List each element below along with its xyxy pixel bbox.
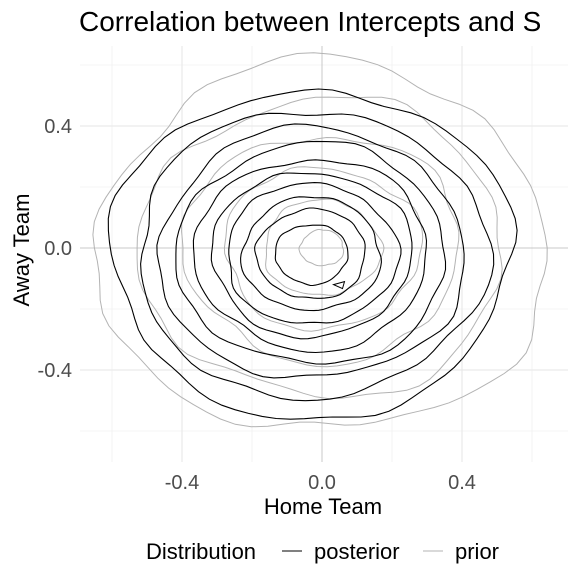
- legend-label-posterior: posterior: [314, 539, 400, 564]
- posterior-contour: [228, 182, 402, 324]
- x-axis-label: Home Team: [264, 494, 382, 519]
- posterior-contour: [274, 224, 349, 287]
- prior-contour: [92, 52, 548, 428]
- y-axis-label: Away Team: [9, 194, 34, 307]
- legend: Distribution posterior prior: [146, 539, 499, 564]
- posterior-contour: [254, 207, 366, 299]
- plot-panel: [80, 46, 568, 462]
- prior-contour: [181, 136, 460, 368]
- series-prior: [92, 52, 548, 428]
- legend-title: Distribution: [146, 539, 256, 564]
- x-axis-ticks: -0.4 0.0 0.4: [165, 472, 476, 494]
- legend-label-prior: prior: [455, 539, 499, 564]
- prior-contour: [136, 96, 503, 400]
- x-tick-label: 0.0: [308, 472, 336, 494]
- contour-layers: [92, 52, 548, 428]
- y-axis-ticks: -0.4 0.0 0.4: [38, 116, 72, 382]
- posterior-contour: [175, 140, 447, 365]
- prior-contour: [223, 166, 424, 332]
- x-tick-label: 0.4: [448, 472, 476, 494]
- x-tick-label: -0.4: [165, 472, 199, 494]
- prior-contour: [298, 229, 345, 267]
- posterior-contour: [107, 88, 518, 420]
- y-tick-label: 0.4: [44, 116, 72, 138]
- y-tick-label: 0.0: [44, 238, 72, 260]
- posterior-contour: [156, 123, 465, 379]
- posterior-contour: [140, 112, 495, 402]
- chart-title: Correlation between Intercepts and S: [79, 6, 541, 37]
- y-tick-label: -0.4: [38, 360, 72, 382]
- series-posterior: [107, 88, 518, 420]
- posterior-contour: [210, 172, 413, 340]
- prior-contour: [265, 198, 385, 296]
- posterior-contour: [240, 196, 382, 312]
- grid-lines: [80, 46, 568, 462]
- posterior-small-contour: [332, 280, 346, 290]
- posterior-contour: [192, 159, 428, 354]
